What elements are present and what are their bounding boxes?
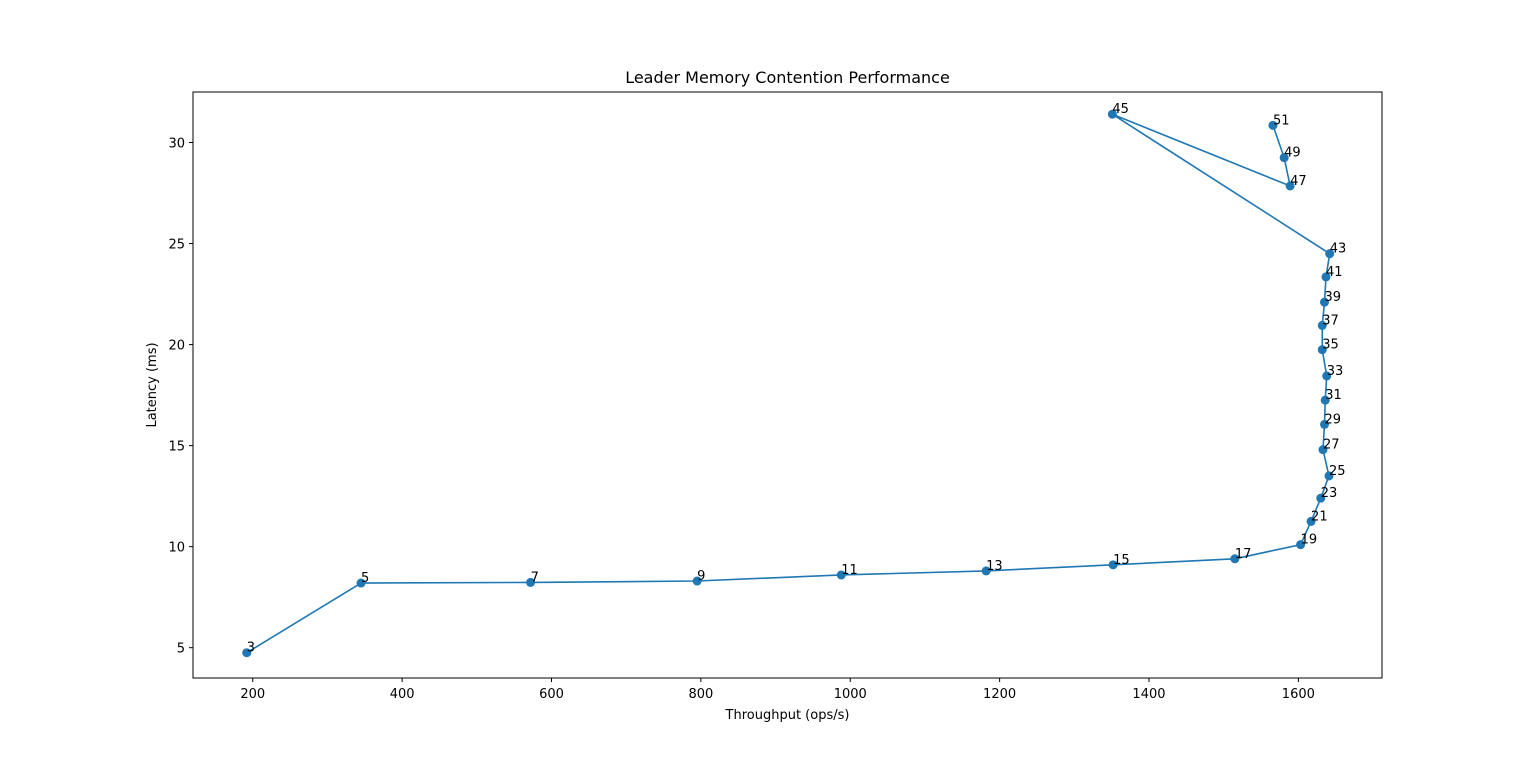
series-line: [246, 113, 1331, 654]
x-tick-label: 600: [539, 687, 564, 702]
data-point-label: 15: [1113, 553, 1130, 568]
data-point-label: 49: [1284, 146, 1301, 161]
data-point-label: 35: [1322, 338, 1339, 353]
data-point-labels: 35 7 9 11 13 15 171921232527293133353739414345…: [247, 102, 1346, 656]
x-tick-label: 1200: [983, 687, 1016, 702]
data-point: [526, 577, 536, 587]
data-point: [1325, 249, 1335, 259]
data-point-label: 19: [1301, 533, 1318, 548]
data-point-label: 45: [1112, 102, 1129, 117]
y-axis-label: Latency (ms): [145, 342, 160, 427]
data-point-label: 13: [986, 559, 1003, 574]
data-point: [242, 648, 252, 658]
data-point-label: 21: [1311, 509, 1328, 524]
data-point-label: 33: [1327, 364, 1344, 379]
data-point-label: 3: [247, 641, 255, 656]
data-point-label: 5: [361, 571, 369, 586]
data-points: [242, 109, 1335, 658]
data-point: [1319, 297, 1329, 307]
data-point-label: 7: [531, 570, 539, 585]
data-point: [1322, 371, 1332, 381]
data-point-label: 43: [1330, 242, 1347, 257]
y-tick-label: 10: [168, 541, 185, 556]
y-tick-label: 20: [168, 339, 185, 354]
y-tick-label: 25: [168, 238, 185, 253]
data-point-label: 39: [1324, 290, 1341, 305]
data-point: [1285, 181, 1295, 191]
data-point: [1317, 320, 1327, 330]
data-point: [1320, 395, 1330, 405]
data-point: [1324, 471, 1334, 481]
data-point-label: 11: [841, 563, 858, 578]
x-axis-label: Throughput (ops/s): [725, 708, 850, 723]
y-tick-label: 15: [168, 440, 185, 455]
chart-title: Leader Memory Contention Performance: [625, 68, 950, 87]
x-axis-ticks: 200 400 600 800 1000 1200 1400 1600: [240, 678, 1315, 702]
data-point: [692, 576, 702, 586]
data-point: [1296, 540, 1306, 550]
x-tick-label: 1600: [1282, 687, 1315, 702]
data-point: [1230, 554, 1240, 564]
data-point: [1321, 272, 1331, 282]
x-tick-label: 200: [240, 687, 265, 702]
data-point: [356, 578, 366, 588]
data-point-label: 29: [1324, 412, 1341, 427]
data-point-label: 47: [1290, 174, 1307, 189]
data-point: [1318, 445, 1328, 455]
data-point-label: 17: [1235, 547, 1252, 562]
data-point-label: 9: [697, 569, 705, 584]
data-point: [836, 570, 846, 580]
data-point: [1268, 120, 1278, 130]
x-tick-label: 800: [688, 687, 713, 702]
y-tick-label: 5: [177, 642, 185, 657]
x-tick-label: 1400: [1132, 687, 1165, 702]
data-point: [1306, 516, 1316, 526]
x-tick-label: 1000: [834, 687, 867, 702]
data-point: [1108, 560, 1118, 570]
data-point: [1316, 493, 1326, 503]
plot-area-frame: [192, 91, 1383, 679]
data-point-label: 27: [1323, 438, 1340, 453]
data-point-label: 37: [1322, 313, 1339, 328]
data-point: [1107, 109, 1117, 119]
data-point-label: 51: [1273, 113, 1290, 128]
y-axis-ticks: 5 10 15 20 25 30: [168, 137, 193, 657]
data-point-label: 23: [1321, 486, 1338, 501]
data-point: [981, 566, 991, 576]
data-point-label: 25: [1329, 464, 1346, 479]
y-tick-label: 30: [168, 137, 185, 152]
data-point: [1279, 153, 1289, 163]
data-point: [1319, 419, 1329, 429]
data-point: [1317, 345, 1327, 355]
x-tick-label: 400: [390, 687, 415, 702]
data-point-label: 41: [1326, 265, 1343, 280]
data-point-label: 31: [1325, 388, 1342, 403]
